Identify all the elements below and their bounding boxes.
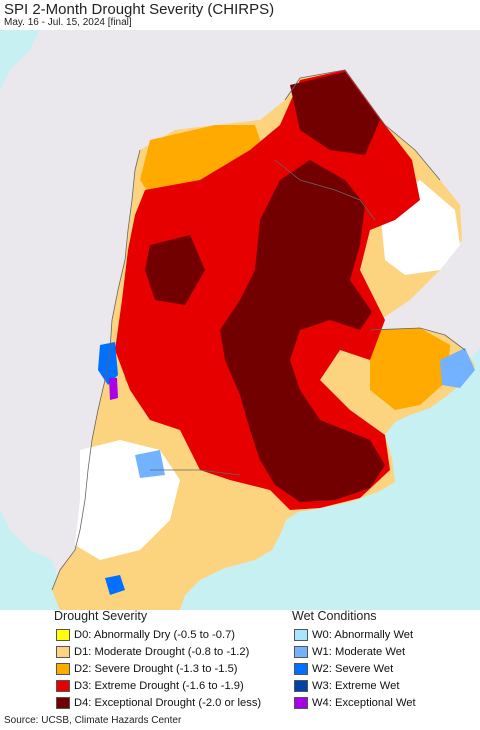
legend-label-d4: D4: Exceptional Drought (-2.0 or less) bbox=[74, 696, 262, 709]
legend-item-w4: W4: Exceptional Wet bbox=[294, 695, 416, 710]
legend-item-d2: D2: Severe Drought (-1.3 to -1.5) bbox=[56, 661, 238, 676]
w1-zone-east bbox=[440, 348, 475, 388]
swatch-w4 bbox=[294, 696, 308, 709]
legend: Drought Severity Wet Conditions D0: Abno… bbox=[0, 609, 480, 720]
legend-label-d2: D2: Severe Drought (-1.3 to -1.5) bbox=[74, 662, 238, 675]
legend-label-d0: D0: Abnormally Dry (-0.5 to -0.7) bbox=[74, 628, 236, 641]
d2-zone-east bbox=[370, 328, 450, 410]
d4-zone-north bbox=[290, 72, 380, 155]
legend-label-w4: W4: Exceptional Wet bbox=[312, 696, 416, 709]
legend-item-w2: W2: Severe Wet bbox=[294, 661, 393, 676]
w1-zone-south bbox=[135, 450, 165, 478]
legend-item-d3: D3: Extreme Drought (-1.6 to -1.9) bbox=[56, 678, 244, 693]
legend-item-d4: D4: Exceptional Drought (-2.0 or less) bbox=[56, 695, 261, 710]
drought-map bbox=[0, 30, 480, 610]
w4-spot bbox=[109, 378, 118, 400]
swatch-w2 bbox=[294, 662, 308, 675]
map-title: SPI 2-Month Drought Severity (CHIRPS) bbox=[4, 1, 275, 18]
swatch-d4 bbox=[56, 696, 70, 709]
swatch-w3 bbox=[294, 679, 308, 692]
legend-label-d1: D1: Moderate Drought (-0.8 to -1.2) bbox=[74, 645, 250, 658]
legend-label-w3: W3: Extreme Wet bbox=[312, 679, 400, 692]
swatch-d0 bbox=[56, 628, 70, 641]
legend-label-w2: W2: Severe Wet bbox=[312, 662, 394, 675]
legend-label-w1: W1: Moderate Wet bbox=[312, 645, 406, 658]
d4-zone-core bbox=[220, 160, 385, 502]
w2-spot-south bbox=[105, 575, 125, 595]
source-credit: Source: UCSB, Climate Hazards Center bbox=[4, 715, 182, 726]
swatch-d3 bbox=[56, 679, 70, 692]
legend-label-d3: D3: Extreme Drought (-1.6 to -1.9) bbox=[74, 679, 244, 692]
map-subtitle: May. 16 - Jul. 15, 2024 [final] bbox=[4, 17, 132, 28]
d4-zone-northwest bbox=[145, 235, 205, 305]
legend-item-w3: W3: Extreme Wet bbox=[294, 678, 399, 693]
legend-item-w0: W0: Abnormally Wet bbox=[294, 627, 413, 642]
legend-item-d0: D0: Abnormally Dry (-0.5 to -0.7) bbox=[56, 627, 235, 642]
swatch-w1 bbox=[294, 645, 308, 658]
swatch-w0 bbox=[294, 628, 308, 641]
wet-legend-title: Wet Conditions bbox=[292, 609, 377, 623]
swatch-d1 bbox=[56, 645, 70, 658]
drought-legend-title: Drought Severity bbox=[54, 609, 148, 623]
legend-label-w0: W0: Abnormally Wet bbox=[312, 628, 414, 641]
legend-item-d1: D1: Moderate Drought (-0.8 to -1.2) bbox=[56, 644, 249, 659]
swatch-d2 bbox=[56, 662, 70, 675]
legend-item-w1: W1: Moderate Wet bbox=[294, 644, 405, 659]
country-borders bbox=[51, 69, 466, 591]
